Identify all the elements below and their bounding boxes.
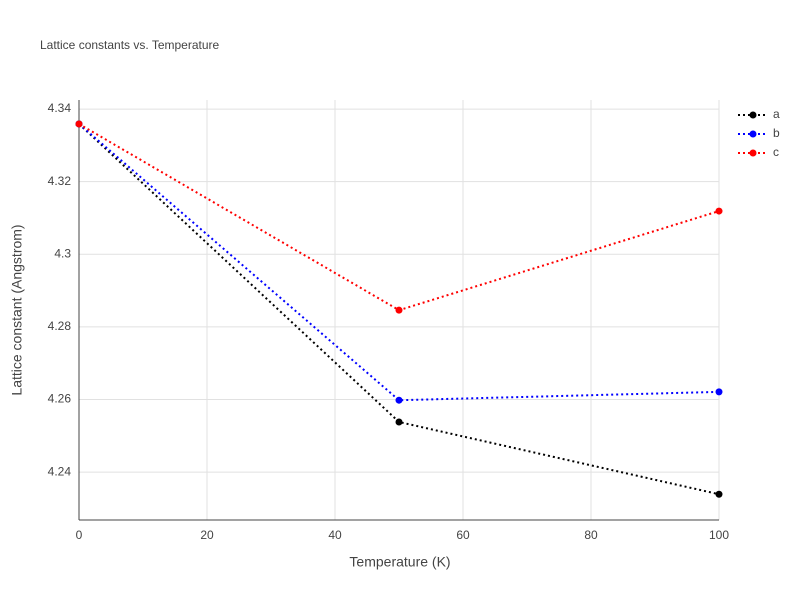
y-tick-label: 4.24 [48, 464, 72, 478]
x-tick-label: 60 [456, 528, 470, 542]
data-point [395, 418, 403, 426]
data-point [395, 396, 403, 404]
y-tick-label: 4.3 [54, 246, 71, 260]
legend-label: a [773, 107, 780, 121]
data-point [715, 490, 723, 498]
legend-label: c [773, 145, 779, 159]
y-tick-label: 4.26 [48, 392, 72, 406]
y-tick-label: 4.28 [48, 319, 72, 333]
x-tick-label: 100 [709, 528, 729, 542]
y-tick-label: 4.32 [48, 174, 72, 188]
chart-title: Lattice constants vs. Temperature [40, 38, 220, 52]
series-line [78, 123, 720, 402]
y-axis-label: Lattice constant (Angstrom) [9, 224, 25, 395]
series-line [78, 123, 720, 496]
x-tick-label: 20 [200, 528, 214, 542]
x-tick-label: 80 [584, 528, 598, 542]
data-point [75, 120, 83, 128]
y-tick-label: 4.34 [48, 101, 72, 115]
data-point [715, 388, 723, 396]
series-line [78, 123, 720, 312]
data-point [715, 207, 723, 215]
x-tick-label: 40 [328, 528, 342, 542]
x-axis-label: Temperature (K) [349, 554, 450, 570]
legend-marker [749, 130, 757, 138]
legend-label: b [773, 126, 780, 140]
data-point [395, 306, 403, 314]
legend-marker [749, 111, 757, 119]
legend-marker [749, 149, 757, 157]
x-tick-label: 0 [76, 528, 83, 542]
